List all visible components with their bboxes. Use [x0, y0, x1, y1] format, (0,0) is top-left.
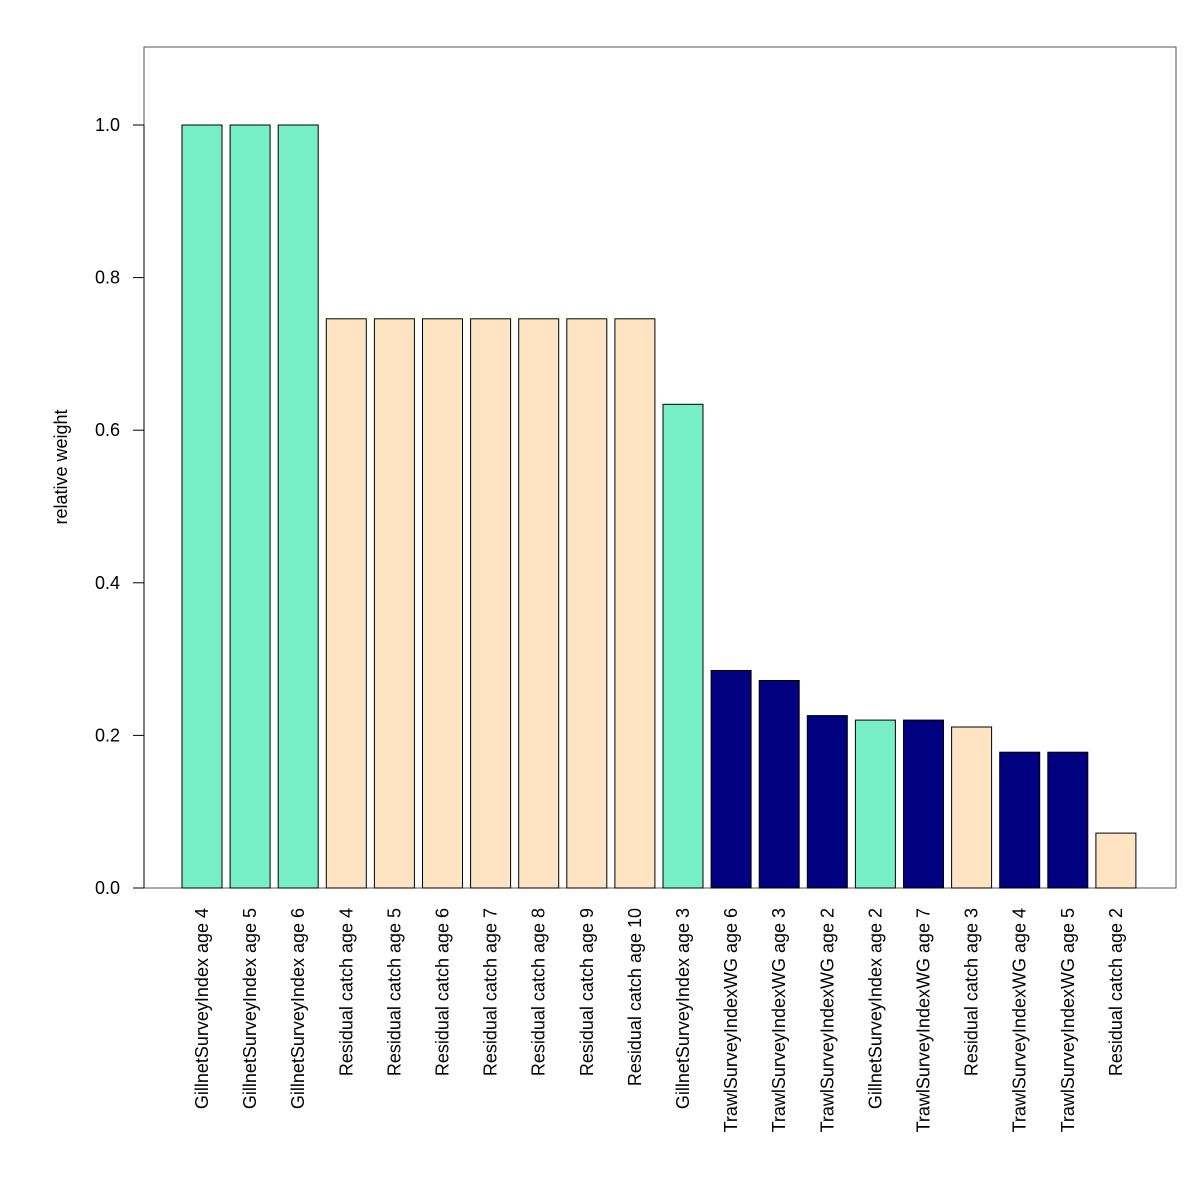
x-tick-label: GillnetSurveyIndex age 2	[865, 908, 885, 1109]
bar	[1047, 751, 1089, 889]
x-tick-label: TrawlSurveyIndexWG age 7	[914, 908, 934, 1132]
bar	[277, 124, 319, 889]
bar	[422, 318, 463, 889]
bar	[710, 670, 752, 889]
bars-group	[181, 124, 1137, 889]
bar	[229, 124, 271, 889]
bar	[999, 751, 1041, 889]
x-tick-label: Residual catch age 9	[577, 908, 597, 1076]
bar	[951, 726, 993, 889]
y-tick-label: 0.4	[95, 573, 120, 593]
y-axis-title: relative weight	[51, 409, 71, 524]
x-tick-label: TrawlSurveyIndexWG age 5	[1058, 908, 1078, 1132]
y-tick-label: 1.0	[95, 115, 120, 135]
bar	[758, 680, 800, 889]
x-tick-label: GillnetSurveyIndex age 5	[240, 908, 260, 1109]
bar	[1095, 832, 1137, 889]
x-tick-label: Residual catch age 4	[336, 908, 356, 1076]
bar	[854, 719, 896, 889]
bar	[325, 318, 367, 889]
x-tick-label: GillnetSurveyIndex age 6	[288, 908, 308, 1109]
x-tick-label: TrawlSurveyIndexWG age 6	[721, 908, 741, 1132]
bar	[518, 318, 560, 889]
x-tick-label: Residual catch age 8	[529, 908, 549, 1076]
x-tick-label: GillnetSurveyIndex age 3	[673, 908, 693, 1109]
y-axis: 0.0 0.2 0.4 0.6 0.8 1.0	[95, 115, 145, 898]
x-tick-label: TrawlSurveyIndexWG age 4	[1010, 908, 1030, 1132]
x-tick-label: Residual catch age 3	[962, 908, 982, 1076]
x-tick-label: TrawlSurveyIndexWG age 2	[817, 908, 837, 1132]
bar	[470, 318, 512, 889]
x-tick-label: Residual catch age 5	[384, 908, 404, 1076]
bar	[806, 715, 848, 889]
y-tick-label: 0.6	[95, 420, 120, 440]
x-tick-label: Residual catch age 7	[481, 908, 501, 1076]
x-tick-label: Residual catch age 2	[1106, 908, 1126, 1076]
x-tick-label: TrawlSurveyIndexWG age 3	[769, 908, 789, 1132]
bar	[181, 124, 223, 889]
x-tick-label: GillnetSurveyIndex age 4	[192, 908, 212, 1109]
x-tick-label: Residual catch age 6	[433, 908, 453, 1076]
y-tick-label: 0.2	[95, 725, 120, 745]
bar	[566, 318, 608, 889]
x-tick-label: Residual catch age 10	[625, 908, 645, 1086]
bar	[662, 403, 704, 889]
y-tick-label: 0.8	[95, 268, 120, 288]
bar	[903, 719, 944, 889]
x-axis-labels: GillnetSurveyIndex age 4 GillnetSurveyInd…	[192, 908, 1126, 1132]
bar	[614, 318, 656, 889]
y-tick-label: 0.0	[95, 878, 120, 898]
bar	[373, 318, 415, 889]
